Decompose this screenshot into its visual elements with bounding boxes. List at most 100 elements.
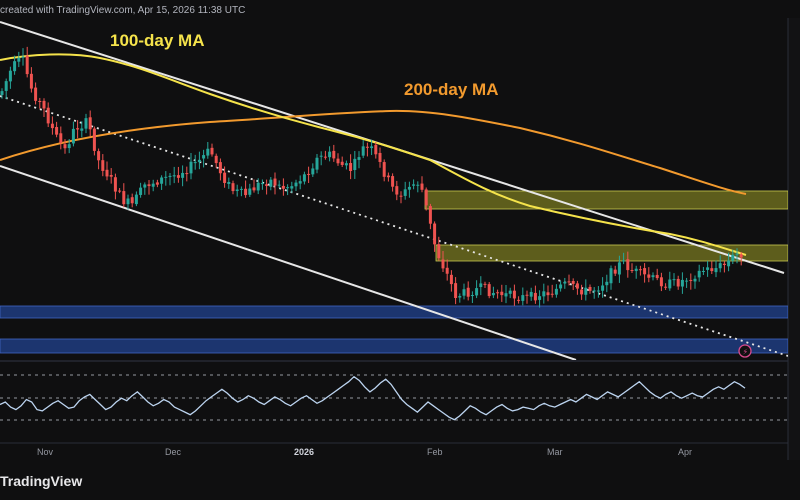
candle-body <box>193 162 197 164</box>
candle-body <box>403 189 407 196</box>
candle-body <box>59 133 63 143</box>
support-zone-lower <box>0 338 788 354</box>
candle-body <box>189 161 193 174</box>
x-tick-nov: Nov <box>37 447 54 457</box>
candle-body <box>559 284 563 289</box>
candle-body <box>680 279 684 287</box>
candle-body <box>97 151 101 161</box>
candle-body <box>525 294 529 296</box>
candle-body <box>319 155 323 157</box>
candle-body <box>231 183 235 192</box>
candle-body <box>8 70 12 82</box>
rsi-line <box>0 375 746 421</box>
candle-body <box>181 172 185 178</box>
candle-body <box>286 187 290 189</box>
resistance-zone-lower <box>435 244 788 262</box>
candle-body <box>441 259 445 269</box>
candle-body <box>105 169 109 177</box>
candle-body <box>164 176 168 178</box>
candle-body <box>298 181 302 184</box>
candle-body <box>664 286 668 288</box>
price-pane[interactable]: ⚡ <box>0 21 788 360</box>
candle-body <box>252 187 256 191</box>
candle-body <box>214 155 218 164</box>
candle-body <box>487 284 491 297</box>
support-zone-upper <box>0 305 788 319</box>
candle-body <box>462 289 466 296</box>
candle-body <box>67 144 71 149</box>
candle-body <box>466 287 470 297</box>
candle-body <box>197 159 201 163</box>
candle-body <box>554 288 558 295</box>
candle-body <box>344 163 348 166</box>
candle-body <box>311 168 315 175</box>
candle-body <box>202 155 206 159</box>
candle-body <box>647 274 651 278</box>
candle-body <box>697 270 701 278</box>
candle-body <box>386 175 390 178</box>
candle-body <box>378 152 382 162</box>
candle-body <box>168 175 172 177</box>
rsi-pane[interactable] <box>0 374 788 421</box>
candle-body <box>580 289 584 295</box>
lightning-icon[interactable] <box>738 344 752 358</box>
candle-body <box>239 188 243 190</box>
candle-body <box>592 290 596 292</box>
candle-body <box>533 292 537 301</box>
candle-body <box>172 175 176 177</box>
candle-body <box>437 244 441 259</box>
candle-body <box>668 279 672 289</box>
candle-body <box>13 61 17 72</box>
ma200-annotation: 200-day MA <box>404 80 498 99</box>
candle-body <box>134 194 138 205</box>
candle-body <box>294 182 298 187</box>
candle-body <box>718 263 722 269</box>
candle-body <box>340 161 344 165</box>
candle-body <box>512 290 516 299</box>
channel-lower-line <box>0 165 577 360</box>
candle-body <box>496 292 500 294</box>
candle-body <box>80 128 84 131</box>
candle-body <box>210 147 214 155</box>
candle-body <box>143 184 147 188</box>
candle-body <box>218 162 222 174</box>
candle-body <box>281 185 285 189</box>
candle-body <box>710 268 714 272</box>
candle-body <box>727 260 731 267</box>
candle-body <box>412 184 416 186</box>
candle-body <box>722 263 726 266</box>
candle-body <box>424 189 428 206</box>
candle-body <box>672 279 676 281</box>
candle-body <box>517 299 521 301</box>
candle-body <box>265 184 269 186</box>
candle-body <box>185 173 189 175</box>
x-tick-apr: Apr <box>678 447 692 457</box>
candle-body <box>563 281 567 284</box>
candle-body <box>323 156 327 158</box>
candle-body <box>454 283 458 298</box>
candle-body <box>160 177 164 184</box>
candle-body <box>651 275 655 278</box>
candle-body <box>638 269 642 271</box>
candle-body <box>659 277 663 287</box>
candle-body <box>382 162 386 177</box>
candle-body <box>391 176 395 187</box>
candle-body <box>260 183 264 185</box>
price-scale[interactable] <box>788 18 800 460</box>
candle-body <box>269 179 273 187</box>
candle-body <box>676 278 680 287</box>
candle-body <box>701 270 705 272</box>
candle-body <box>567 281 571 283</box>
ma100-annotation: 100-day MA <box>110 31 204 50</box>
candle-body <box>71 128 75 144</box>
candle-body <box>370 146 374 149</box>
candle-body <box>248 188 252 195</box>
candle-body <box>130 197 134 204</box>
x-tick-mar: Mar <box>547 447 563 457</box>
candle-body <box>332 150 336 159</box>
candle-body <box>399 195 403 197</box>
candle-body <box>336 158 340 164</box>
candle-body <box>504 293 508 297</box>
candle-body <box>613 269 617 274</box>
